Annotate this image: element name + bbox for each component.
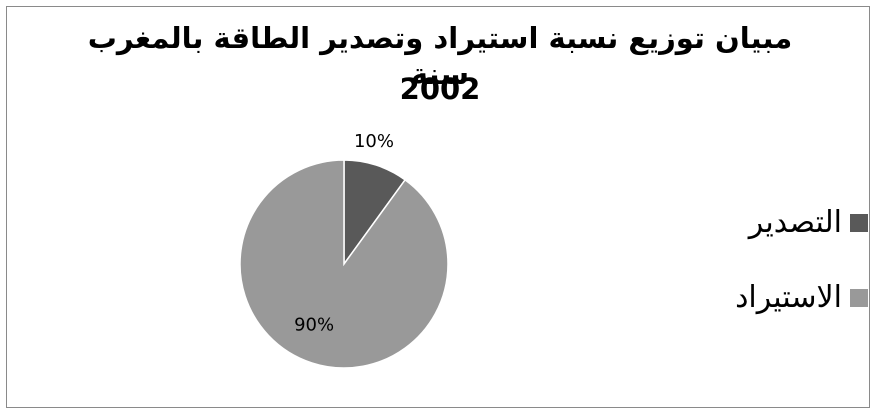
chart-title: مبيان توزيع نسبة استيراد وتصدير الطاقة ب… xyxy=(87,21,793,92)
pie-data-labels: 10% 90% xyxy=(294,131,394,335)
chart-frame xyxy=(6,6,870,408)
legend-label-export: التصدير xyxy=(748,205,842,240)
legend-item-import: الاستيراد xyxy=(735,280,868,315)
pie-slice-import xyxy=(239,159,449,369)
legend-swatch-export xyxy=(850,213,868,232)
pie-slices xyxy=(239,159,449,369)
data-label-import: 90% xyxy=(294,314,334,335)
data-label-export: 10% xyxy=(354,131,394,152)
legend-label-import: الاستيراد xyxy=(735,280,842,315)
chart-title-year: 2002 xyxy=(399,72,481,106)
legend-swatch-import xyxy=(850,288,868,307)
legend-item-export: التصدير xyxy=(749,205,868,240)
